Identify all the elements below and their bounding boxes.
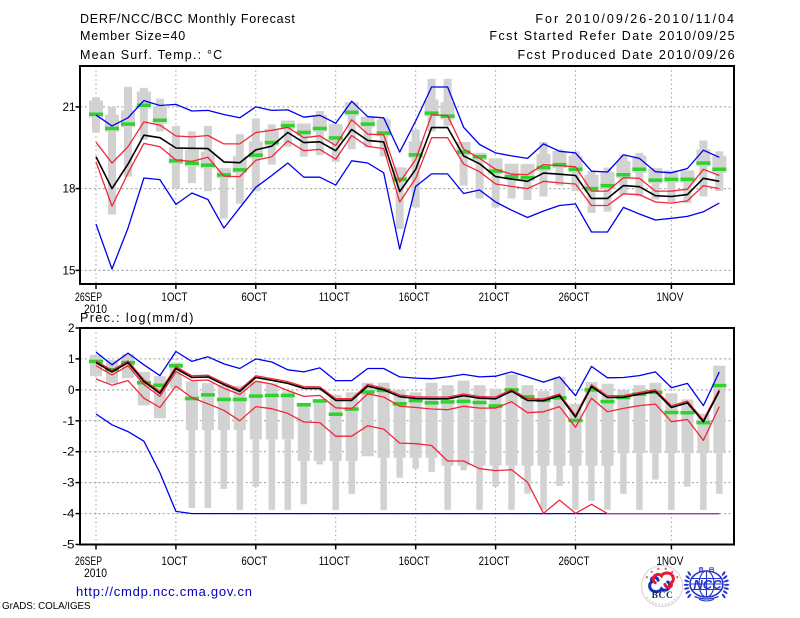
svg-text:6OCT: 6OCT <box>241 554 268 568</box>
svg-text:-1: -1 <box>63 414 75 428</box>
svg-text:6OCT: 6OCT <box>241 290 268 304</box>
svg-text:-5: -5 <box>63 538 75 552</box>
svg-text:-2: -2 <box>63 445 75 459</box>
svg-text:-3: -3 <box>63 476 75 490</box>
svg-text:BCC: BCC <box>652 591 674 601</box>
svg-text:Prec.: log(mm/d): Prec.: log(mm/d) <box>80 311 195 325</box>
svg-text:Mean Surf. Temp.: °C: Mean Surf. Temp.: °C <box>80 48 223 62</box>
svg-text:0: 0 <box>68 383 75 397</box>
svg-text:2010: 2010 <box>84 302 107 316</box>
svg-text:For 2010/09/26-2010/11/04: For 2010/09/26-2010/11/04 <box>535 12 736 26</box>
svg-text:-4: -4 <box>63 507 75 521</box>
svg-text:1: 1 <box>68 352 75 366</box>
svg-text:21OCT: 21OCT <box>479 290 511 304</box>
svg-text:1OCT: 1OCT <box>161 554 188 568</box>
svg-text:26SEP: 26SEP <box>75 554 102 568</box>
svg-text:Member Size=40: Member Size=40 <box>80 29 186 43</box>
svg-text:1NOV: 1NOV <box>656 290 683 304</box>
svg-text:NCC: NCC <box>693 577 722 592</box>
svg-text:16OCT: 16OCT <box>399 554 431 568</box>
svg-text:21OCT: 21OCT <box>479 554 511 568</box>
svg-text:11OCT: 11OCT <box>319 554 351 568</box>
svg-text:16OCT: 16OCT <box>399 290 431 304</box>
svg-text:GrADS: COLA/IGES: GrADS: COLA/IGES <box>2 601 91 612</box>
svg-text:2: 2 <box>68 321 75 335</box>
svg-text:2010: 2010 <box>84 566 107 580</box>
svg-text:1OCT: 1OCT <box>161 290 188 304</box>
svg-text:Fcst Started Refer Date 2010/0: Fcst Started Refer Date 2010/09/25 <box>489 29 736 43</box>
svg-text:21: 21 <box>63 100 76 114</box>
svg-text:DERF/NCC/BCC Monthly Forecast: DERF/NCC/BCC Monthly Forecast <box>80 12 296 26</box>
svg-text:26OCT: 26OCT <box>558 290 590 304</box>
svg-text:26OCT: 26OCT <box>558 554 590 568</box>
svg-text:http://cmdp.ncc.cma.gov.cn: http://cmdp.ncc.cma.gov.cn <box>76 584 253 599</box>
svg-text:1NOV: 1NOV <box>656 554 683 568</box>
svg-text:11OCT: 11OCT <box>319 290 351 304</box>
svg-text:18: 18 <box>63 182 76 196</box>
svg-text:15: 15 <box>63 263 76 277</box>
svg-text:Fcst Produced Date 2010/09/26: Fcst Produced Date 2010/09/26 <box>517 48 736 62</box>
svg-text:26SEP: 26SEP <box>75 290 102 304</box>
